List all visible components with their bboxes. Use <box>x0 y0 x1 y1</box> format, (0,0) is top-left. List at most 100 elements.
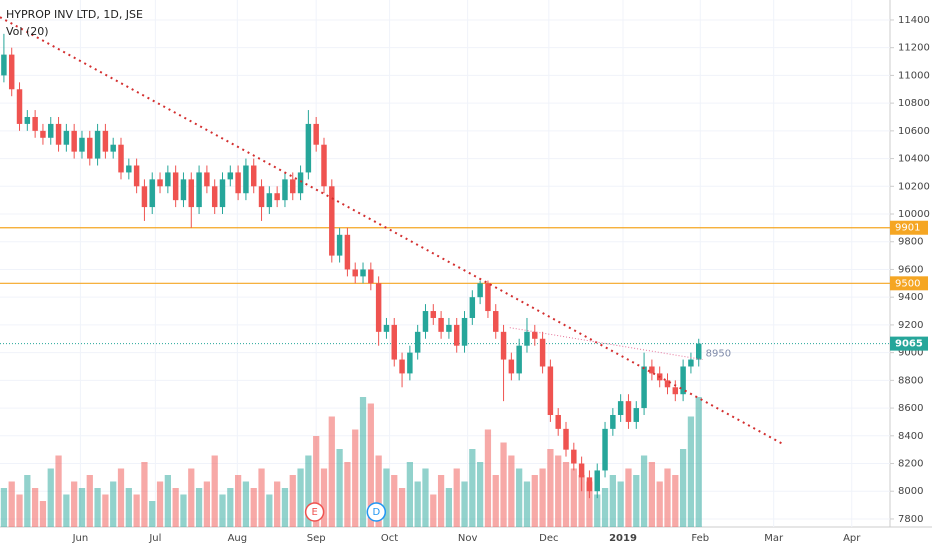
volume-bar <box>414 481 421 527</box>
volume-bar <box>110 481 117 527</box>
y-tick-label: 11400 <box>898 15 930 26</box>
volume-bar <box>352 429 359 527</box>
candle-body <box>24 116 31 124</box>
volume-bar <box>508 455 515 527</box>
volume-bar <box>516 468 523 527</box>
candle-body <box>547 366 554 416</box>
level-tag <box>890 220 928 235</box>
candle-body <box>250 165 257 187</box>
candle-body <box>414 331 421 353</box>
volume-bar <box>648 462 656 527</box>
candle-body <box>571 449 577 464</box>
candle-body <box>469 297 476 318</box>
volume-bar <box>523 481 531 527</box>
volume-bar <box>484 429 492 527</box>
volume-bar <box>609 475 616 527</box>
candle-body <box>8 54 15 90</box>
volume-bar <box>570 468 577 527</box>
candle-body <box>594 470 600 492</box>
candle-body <box>477 283 483 298</box>
y-tick-label: 9000 <box>898 348 923 359</box>
volume-bar <box>63 494 70 527</box>
volume-bar <box>344 462 351 527</box>
x-tick-label: Nov <box>458 533 478 544</box>
y-tick-label: 8800 <box>898 375 923 386</box>
candle-body <box>524 331 530 346</box>
volume-label: Vol (20) <box>6 25 49 38</box>
volume-bar <box>555 455 562 527</box>
y-tick-label: 10600 <box>898 126 930 137</box>
candle-body <box>641 366 647 409</box>
short-line-label: 8950 <box>706 349 731 360</box>
candle-body <box>500 331 507 360</box>
candle-body <box>539 338 546 367</box>
event-label: E <box>311 507 317 518</box>
candle-body <box>227 172 234 180</box>
candle-body <box>329 186 335 256</box>
candle-body <box>258 186 265 208</box>
volume-bar <box>8 481 15 527</box>
candle-body <box>211 186 218 208</box>
x-tick-label: Oct <box>381 533 398 544</box>
volume-bar <box>274 481 281 527</box>
event-label: D <box>372 507 380 518</box>
candle-body <box>102 130 109 152</box>
candle-body <box>71 130 77 152</box>
short-trend-line <box>509 327 703 361</box>
candle-body <box>290 179 296 194</box>
volume-bar <box>695 397 702 527</box>
y-tick-label: 9800 <box>898 237 923 248</box>
volume-bar <box>156 481 164 527</box>
volume-bar <box>539 468 546 527</box>
candle-body <box>485 283 491 312</box>
y-tick-label: 8400 <box>898 431 923 442</box>
volume-bar <box>250 488 257 527</box>
y-tick-label: 10400 <box>898 154 930 165</box>
volume-bar <box>359 397 367 527</box>
volume-bar <box>297 468 304 527</box>
candle-body <box>586 477 593 492</box>
volume-bar <box>664 468 671 527</box>
y-tick-label: 10800 <box>898 98 930 109</box>
candle-body <box>695 343 702 360</box>
volume-bar <box>461 481 468 527</box>
candle-body <box>87 137 93 159</box>
candle-body <box>1 54 7 76</box>
volume-bar <box>78 488 86 527</box>
candle-body <box>266 193 273 208</box>
candle-body <box>633 408 640 422</box>
candle-body <box>688 359 694 367</box>
volume-bar <box>102 494 109 527</box>
x-tick-label: Apr <box>843 533 861 544</box>
candle-body <box>555 415 561 429</box>
x-tick-label: Jul <box>148 533 161 544</box>
volume-bar <box>172 488 179 527</box>
volume-bar <box>86 475 93 527</box>
candle-body <box>493 311 499 332</box>
volume-bar <box>500 442 507 527</box>
candle-body <box>305 123 312 173</box>
volume-bar <box>258 468 265 527</box>
level-label: 9901 <box>895 223 920 234</box>
volume-bar <box>586 481 593 527</box>
y-tick-label: 9200 <box>898 320 923 331</box>
y-tick-label: 9600 <box>898 264 923 275</box>
candle-body <box>141 186 148 208</box>
volume-bar <box>578 475 585 527</box>
volume-bar <box>149 501 156 527</box>
x-tick-label: Mar <box>764 533 784 544</box>
candle-body <box>664 380 671 388</box>
candle-body <box>297 172 304 194</box>
candle-body <box>110 144 116 152</box>
candle-body <box>649 366 655 374</box>
candle-body <box>165 172 171 187</box>
candle-body <box>672 387 679 395</box>
volume-bar <box>367 403 374 527</box>
candle-body <box>336 234 343 256</box>
volume-bar <box>32 488 39 527</box>
volume-bar <box>562 462 570 527</box>
volume-bar <box>203 481 211 527</box>
volume-bar <box>679 449 687 527</box>
y-tick-label: 9400 <box>898 292 923 303</box>
volume-bar <box>594 494 601 527</box>
